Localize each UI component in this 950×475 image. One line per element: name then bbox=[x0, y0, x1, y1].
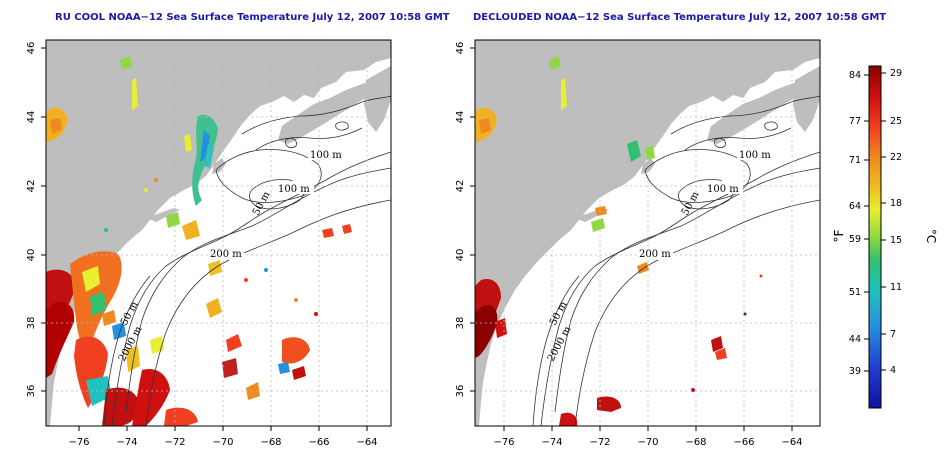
left-x-axis: −76 −74 −72 −70 −68 −66 −64 bbox=[68, 426, 378, 448]
right-y-tick-42: 42 bbox=[455, 180, 466, 193]
right-x-tick-6: −66 bbox=[733, 437, 754, 448]
temperature-colorbar: 84 77 71 64 59 51 44 39 29 25 22 18 15 1… bbox=[832, 65, 938, 409]
colorbar-c-tick-11: 11 bbox=[890, 282, 902, 293]
right-x-tick-2: −74 bbox=[541, 437, 562, 448]
left-y-axis: 36 38 40 42 44 46 bbox=[26, 42, 46, 398]
right-x-tick-4: −70 bbox=[637, 437, 658, 448]
right-contour-label-100m-b: 100 m bbox=[707, 184, 739, 195]
right-x-tick-7: −64 bbox=[781, 437, 802, 448]
left-sst-patches bbox=[46, 56, 352, 426]
colorbar-gradient bbox=[868, 65, 882, 409]
left-contour-label-100m-a: 100 m bbox=[310, 150, 342, 161]
right-sst-patches bbox=[475, 56, 763, 426]
colorbar-f-tick-44: 44 bbox=[849, 334, 861, 345]
left-x-tick-4: −70 bbox=[212, 437, 233, 448]
colorbar-c-tick-7: 7 bbox=[890, 329, 896, 340]
left-grid bbox=[46, 40, 391, 426]
right-contour-label-200m: 200 m bbox=[639, 249, 671, 260]
right-y-tick-38: 38 bbox=[455, 317, 466, 330]
right-panel-title: DECLOUDED NOAA−12 Sea Surface Temperatur… bbox=[473, 12, 887, 23]
right-x-tick-3: −72 bbox=[589, 437, 610, 448]
right-y-tick-44: 44 bbox=[455, 111, 466, 124]
left-contour-label-200m: 200 m bbox=[210, 249, 242, 260]
left-x-tick-2: −74 bbox=[116, 437, 137, 448]
left-contour-label-100m-b: 100 m bbox=[278, 184, 310, 195]
left-x-tick-6: −66 bbox=[308, 437, 329, 448]
right-y-tick-36: 36 bbox=[455, 385, 466, 398]
colorbar-f-tick-84: 84 bbox=[849, 70, 861, 81]
right-map-panel: 100 m 100 m 50 m 200 m 50 m 2000 m −76 −… bbox=[455, 39, 821, 448]
left-x-tick-1: −76 bbox=[68, 437, 89, 448]
colorbar-celsius-unit: °C bbox=[924, 229, 938, 243]
colorbar-c-tick-22: 22 bbox=[890, 152, 902, 163]
left-x-tick-3: −72 bbox=[164, 437, 185, 448]
left-panel-title: RU COOL NOAA−12 Sea Surface Temperature … bbox=[55, 12, 450, 23]
right-x-tick-5: −68 bbox=[685, 437, 706, 448]
colorbar-f-tick-77: 77 bbox=[849, 116, 861, 127]
left-y-tick-44: 44 bbox=[26, 111, 37, 124]
right-y-axis: 36 38 40 42 44 46 bbox=[455, 42, 475, 398]
left-y-tick-36: 36 bbox=[26, 385, 37, 398]
left-y-tick-42: 42 bbox=[26, 180, 37, 193]
left-y-tick-38: 38 bbox=[26, 317, 37, 330]
colorbar-c-tick-4: 4 bbox=[890, 365, 896, 376]
right-contour-label-100m-a: 100 m bbox=[739, 150, 771, 161]
colorbar-f-tick-59: 59 bbox=[849, 234, 861, 245]
colorbar-f-tick-51: 51 bbox=[849, 287, 861, 298]
right-x-axis: −76 −74 −72 −70 −68 −66 −64 bbox=[493, 426, 803, 448]
left-y-tick-46: 46 bbox=[26, 42, 37, 55]
left-y-tick-40: 40 bbox=[26, 249, 37, 262]
left-map-frame bbox=[45, 39, 392, 427]
colorbar-c-tick-29: 29 bbox=[890, 68, 902, 79]
left-map-panel: 100 m 100 m 50 m 200 m 50 m 2000 m −76 −… bbox=[26, 39, 392, 448]
left-x-tick-7: −64 bbox=[356, 437, 377, 448]
colorbar-c-tick-18: 18 bbox=[890, 198, 902, 209]
left-x-tick-5: −68 bbox=[260, 437, 281, 448]
right-y-tick-40: 40 bbox=[455, 249, 466, 262]
right-y-tick-46: 46 bbox=[455, 42, 466, 55]
colorbar-c-tick-15: 15 bbox=[890, 235, 902, 246]
right-grid bbox=[475, 40, 820, 426]
colorbar-f-tick-64: 64 bbox=[849, 201, 861, 212]
colorbar-c-tick-25: 25 bbox=[890, 116, 902, 127]
colorbar-f-tick-71: 71 bbox=[849, 155, 861, 166]
colorbar-f-tick-39: 39 bbox=[849, 366, 861, 377]
colorbar-fahrenheit-unit: °F bbox=[832, 229, 846, 242]
right-x-tick-1: −76 bbox=[493, 437, 514, 448]
